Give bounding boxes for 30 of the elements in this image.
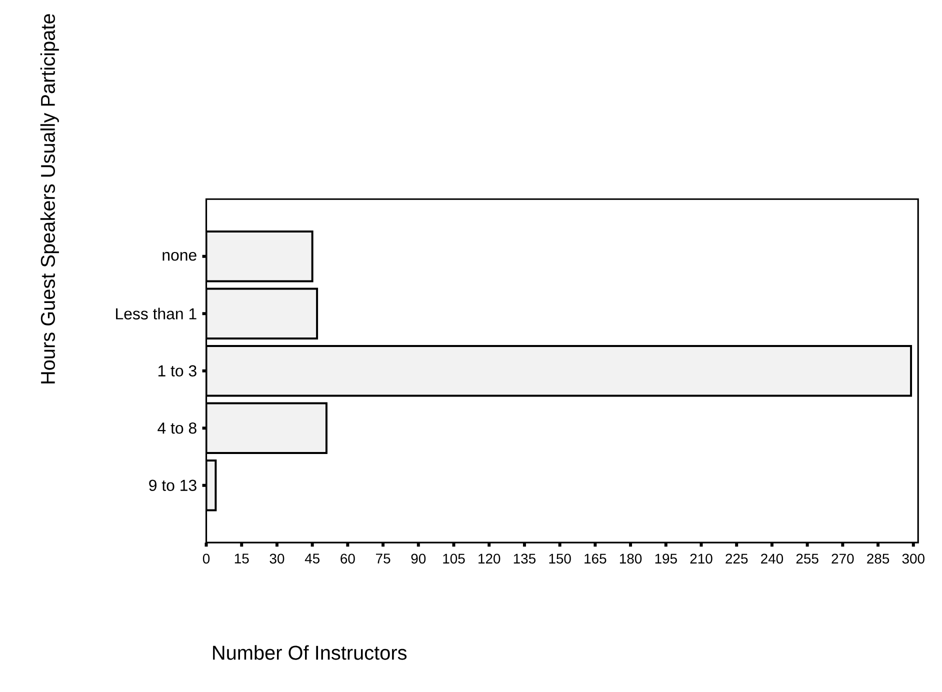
x-tick-label: 120 (478, 554, 500, 564)
x-tick-label: 180 (620, 554, 642, 564)
x-tick-label: 105 (443, 554, 465, 564)
y-tick-label: 4 to 8 (158, 422, 196, 434)
x-tick-label: 135 (514, 554, 536, 564)
x-tick-label: 30 (270, 554, 284, 564)
x-tick-label: 225 (726, 554, 748, 564)
y-tick-label: 1 to 3 (158, 365, 196, 377)
x-tick-label: 210 (690, 554, 712, 564)
x-tick-label: 300 (902, 554, 924, 564)
y-tick-label: Less than 1 (116, 308, 196, 320)
x-axis-title: Number Of Instructors (213, 645, 407, 660)
x-tick-label: 255 (796, 554, 818, 564)
bar (206, 402, 328, 454)
x-tick-label: 90 (411, 554, 426, 564)
bar (206, 230, 314, 282)
x-tick-label: 285 (867, 554, 890, 564)
x-tick-label: 195 (655, 554, 677, 564)
x-tick-label: 15 (234, 554, 249, 564)
x-tick-label: 45 (304, 554, 320, 564)
y-axis-title: Hours Guest Speakers Usually Participate (40, 14, 59, 384)
x-tick-label: 60 (340, 554, 355, 564)
x-tick-label: 150 (549, 554, 571, 564)
y-tick-label: none (162, 252, 196, 261)
x-tick-label: 0 (202, 554, 210, 564)
x-tick-label: 165 (584, 554, 606, 564)
x-tick-label: 75 (376, 554, 390, 564)
x-tick-label: 240 (761, 554, 784, 564)
y-tick-label: 9 to 13 (149, 480, 196, 492)
x-tick-label: 270 (832, 554, 854, 564)
